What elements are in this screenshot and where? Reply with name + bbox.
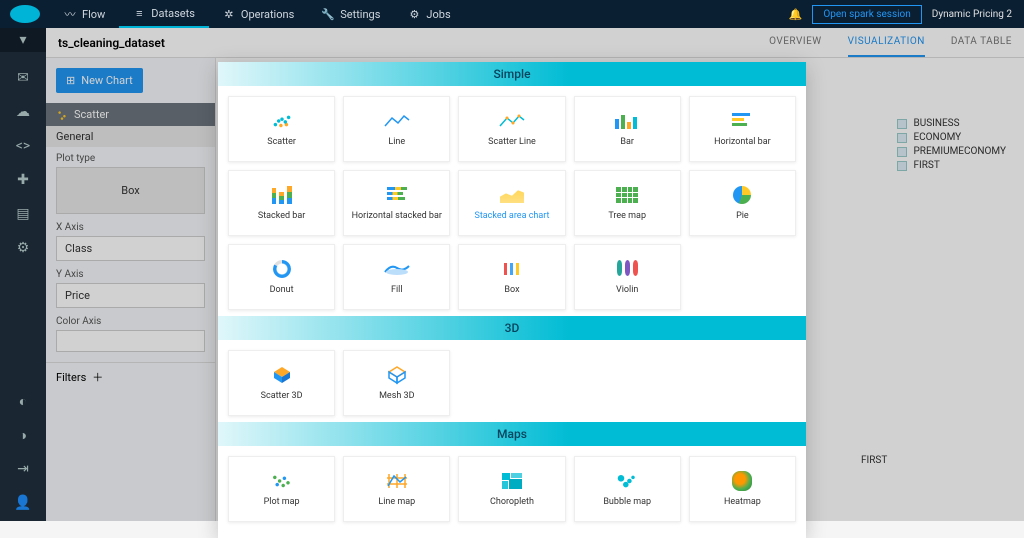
card-linemap[interactable]: Line map xyxy=(343,456,450,522)
cloud-icon[interactable]: ☁ xyxy=(15,104,31,120)
puzzle-icon[interactable]: ✚ xyxy=(15,172,31,188)
card-box[interactable]: Box xyxy=(458,244,565,310)
left-rail: ▾ ✉ ☁ <> ✚ ▤ ⚙ ◐ ◑ ⇥ 👤 xyxy=(0,28,46,521)
card-scatter[interactable]: Scatter xyxy=(228,96,335,162)
jobs-icon: ⚙ xyxy=(408,8,420,20)
card-line[interactable]: Line xyxy=(343,96,450,162)
gear-icon: ✲ xyxy=(223,8,235,20)
card-treemap[interactable]: Tree map xyxy=(574,170,681,236)
datasets-icon: ≡ xyxy=(133,7,145,19)
nav-datasets[interactable]: ≡Datasets xyxy=(119,0,209,28)
user-icon[interactable]: 👤 xyxy=(15,495,31,511)
section-simple: Simple xyxy=(218,62,806,86)
nav-jobs[interactable]: ⚙Jobs xyxy=(394,0,464,28)
nav-operations[interactable]: ✲Operations xyxy=(209,0,308,28)
card-bubblemap[interactable]: Bubble map xyxy=(574,456,681,522)
card-mesh3d[interactable]: Mesh 3D xyxy=(343,350,450,416)
contrast-icon[interactable]: ◑ xyxy=(15,427,31,443)
exit-icon[interactable]: ⇥ xyxy=(15,461,31,477)
nav-settings[interactable]: 🔧Settings xyxy=(308,0,394,28)
chart-type-modal: Simple Scatter Line Scatter Line Bar Hor… xyxy=(218,62,806,538)
card-donut[interactable]: Donut xyxy=(228,244,335,310)
code-icon[interactable]: <> xyxy=(15,138,31,154)
card-bar[interactable]: Bar xyxy=(574,96,681,162)
card-heatmap[interactable]: Heatmap xyxy=(689,456,796,522)
card-choropleth[interactable]: Choropleth xyxy=(458,456,565,522)
section-maps: Maps xyxy=(218,422,806,446)
card-stacked-area[interactable]: Stacked area chart xyxy=(458,170,565,236)
flow-icon: 〰 xyxy=(64,8,76,20)
settings-icon[interactable]: ⚙ xyxy=(15,240,31,256)
card-hstacked-bar[interactable]: Horizontal stacked bar xyxy=(343,170,450,236)
project-name[interactable]: Dynamic Pricing 2 xyxy=(932,9,1012,20)
rail-collapse[interactable]: ▾ xyxy=(0,28,46,52)
bell-icon[interactable]: 🔔 xyxy=(789,8,803,21)
help-icon[interactable]: ◐ xyxy=(15,393,31,409)
section-3d: 3D xyxy=(218,316,806,340)
card-hbar[interactable]: Horizontal bar xyxy=(689,96,796,162)
card-pie[interactable]: Pie xyxy=(689,170,796,236)
card-scatter3d[interactable]: Scatter 3D xyxy=(228,350,335,416)
nav-flow[interactable]: 〰Flow xyxy=(50,0,119,28)
top-nav: 〰Flow ≡Datasets ✲Operations 🔧Settings ⚙J… xyxy=(0,0,1024,28)
wrench-icon: 🔧 xyxy=(322,8,334,20)
card-plotmap[interactable]: Plot map xyxy=(228,456,335,522)
card-scatter-line[interactable]: Scatter Line xyxy=(458,96,565,162)
card-violin[interactable]: Violin xyxy=(574,244,681,310)
app-logo[interactable] xyxy=(0,0,50,28)
card-stacked-bar[interactable]: Stacked bar xyxy=(228,170,335,236)
chart-icon[interactable]: ▤ xyxy=(15,206,31,222)
open-spark-button[interactable]: Open spark session xyxy=(812,5,921,24)
mail-icon[interactable]: ✉ xyxy=(15,70,31,86)
card-fill[interactable]: Fill xyxy=(343,244,450,310)
